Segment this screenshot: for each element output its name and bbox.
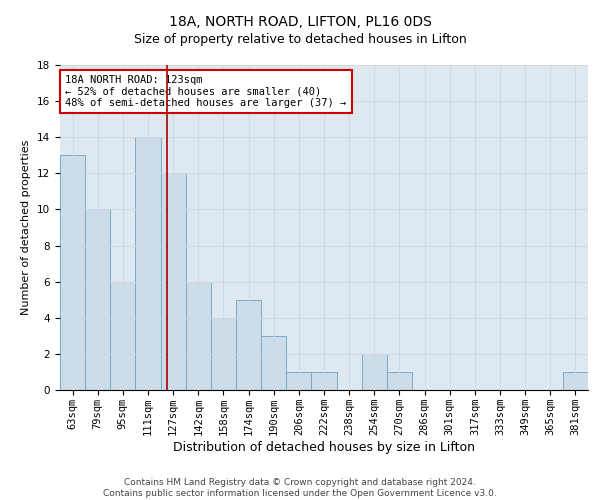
Bar xyxy=(236,300,261,390)
Bar xyxy=(286,372,311,390)
Y-axis label: Number of detached properties: Number of detached properties xyxy=(22,140,31,315)
Text: 18A, NORTH ROAD, LIFTON, PL16 0DS: 18A, NORTH ROAD, LIFTON, PL16 0DS xyxy=(169,15,431,29)
Text: Contains HM Land Registry data © Crown copyright and database right 2024.
Contai: Contains HM Land Registry data © Crown c… xyxy=(103,478,497,498)
Bar xyxy=(387,372,412,390)
Bar xyxy=(211,318,236,390)
Text: Size of property relative to detached houses in Lifton: Size of property relative to detached ho… xyxy=(134,32,466,46)
Bar xyxy=(110,282,136,390)
Bar xyxy=(60,156,85,390)
Bar xyxy=(136,137,161,390)
Bar xyxy=(85,210,110,390)
X-axis label: Distribution of detached houses by size in Lifton: Distribution of detached houses by size … xyxy=(173,440,475,454)
Bar xyxy=(261,336,286,390)
Text: 18A NORTH ROAD: 123sqm
← 52% of detached houses are smaller (40)
48% of semi-det: 18A NORTH ROAD: 123sqm ← 52% of detached… xyxy=(65,74,347,108)
Bar xyxy=(186,282,211,390)
Bar xyxy=(311,372,337,390)
Bar xyxy=(362,354,387,390)
Bar xyxy=(563,372,588,390)
Bar xyxy=(161,174,186,390)
